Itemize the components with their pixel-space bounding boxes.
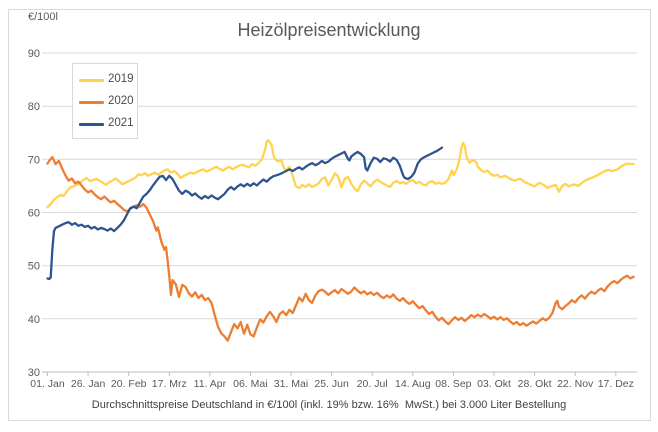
x-tick-label: 28. Okt bbox=[518, 378, 552, 390]
x-tick-label: 17. Dez bbox=[598, 378, 634, 390]
series-line-2021 bbox=[46, 146, 444, 281]
footer-caption: Durchschnittspreise Deutschland in €/100… bbox=[91, 399, 567, 411]
x-tick-label: 31. Mai bbox=[274, 378, 308, 390]
y-tick-label: 90 bbox=[28, 48, 40, 60]
y-tick-label: 50 bbox=[28, 261, 40, 273]
y-tick-label: 40 bbox=[28, 314, 40, 326]
series-line-2020 bbox=[46, 156, 635, 342]
legend-label-2021: 2021 bbox=[108, 117, 134, 130]
x-tick-label: 25. Jun bbox=[314, 378, 349, 390]
x-tick-label: 26. Jan bbox=[71, 378, 106, 390]
x-tick-label: 06. Mai bbox=[233, 378, 267, 390]
x-tick-label: 01. Jan bbox=[30, 378, 65, 390]
legend-item-2021: 2021 bbox=[73, 113, 137, 135]
x-tick-label: 20. Feb bbox=[111, 378, 147, 390]
x-tick-label: 11. Apr bbox=[194, 378, 227, 390]
x-tick-label: 20. Jul bbox=[357, 378, 388, 390]
x-tick-label: 14. Aug bbox=[395, 378, 431, 390]
legend-item-2020: 2020 bbox=[73, 91, 137, 113]
chart-title: Heizölpreisentwicklung bbox=[237, 20, 421, 40]
legend-line-swatch-2019 bbox=[79, 78, 104, 82]
y-tick-label: 70 bbox=[28, 154, 40, 166]
y-axis-unit-label: €/100l bbox=[28, 11, 58, 23]
legend-label-2020: 2020 bbox=[108, 95, 134, 108]
x-tick-label: 17. Mrz bbox=[152, 378, 187, 390]
x-tick-label: 22. Nov bbox=[557, 378, 594, 390]
x-tick-label: 08. Sep bbox=[435, 378, 471, 390]
y-tick-label: 60 bbox=[28, 208, 40, 220]
series-line-2019 bbox=[46, 139, 635, 209]
legend-item-2019: 2019 bbox=[73, 69, 137, 91]
legend-line-swatch-2021 bbox=[79, 122, 104, 126]
legend-line-swatch-2020 bbox=[79, 100, 104, 104]
legend: 2019 2020 2021 bbox=[72, 63, 138, 139]
y-tick-label: 80 bbox=[28, 101, 40, 113]
y-tick-label: 30 bbox=[28, 367, 40, 379]
x-tick-label: 03. Okt bbox=[477, 378, 511, 390]
legend-label-2019: 2019 bbox=[108, 73, 134, 86]
